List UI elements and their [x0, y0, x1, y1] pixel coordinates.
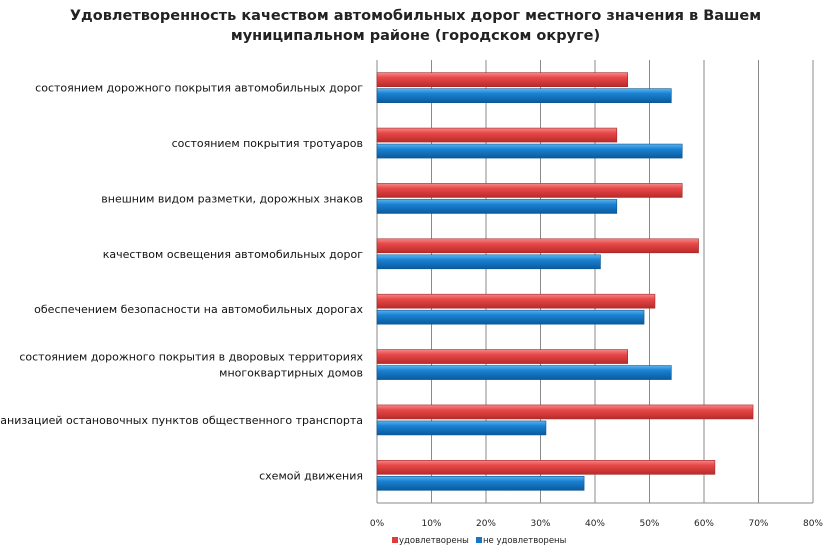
legend-label: удовлетворены: [399, 536, 469, 546]
x-tick-label: 50%: [639, 519, 659, 529]
bar-not-satisfied: [376, 365, 672, 380]
bar-satisfied: [376, 183, 683, 198]
chart-title: Удовлетворенность качеством автомобильны…: [0, 6, 831, 46]
x-tick-label: 0%: [370, 519, 385, 529]
category-label: схемой движения: [259, 469, 363, 482]
category-label: состоянием дорожного покрытия в дворовых…: [19, 351, 363, 364]
bar-not-satisfied: [376, 199, 618, 214]
category-label: внешним видом разметки, дорожных знаков: [101, 192, 363, 205]
x-tick-label: 30%: [530, 519, 550, 529]
category-label: состоянием дорожного покрытия автомобиль…: [35, 82, 363, 95]
bar-not-satisfied: [376, 254, 601, 270]
bar-satisfied: [376, 293, 656, 309]
category-label: организацией остановочных пунктов общест…: [0, 414, 363, 427]
x-tick-label: 60%: [694, 519, 714, 529]
category-label: состоянием покрытия тротуаров: [172, 137, 363, 150]
category-label: обеспечением безопасности на автомобильн…: [34, 303, 363, 316]
chart-title-line-1: Удовлетворенность качеством автомобильны…: [69, 8, 762, 24]
bar-not-satisfied: [376, 476, 585, 491]
x-tick-label: 40%: [585, 519, 605, 529]
bar-not-satisfied: [376, 88, 672, 103]
bar-satisfied: [376, 238, 699, 254]
bar-not-satisfied: [376, 309, 645, 325]
bar-satisfied: [376, 127, 618, 143]
x-tick-label: 70%: [748, 519, 768, 529]
x-tick-label: 20%: [476, 519, 496, 529]
x-tick-label: 80%: [803, 519, 823, 529]
bar-satisfied: [376, 460, 716, 475]
legend-label: не удовлетворены: [483, 536, 566, 546]
bar-satisfied: [376, 349, 628, 364]
bar-not-satisfied: [376, 420, 547, 436]
bar-not-satisfied: [376, 143, 683, 159]
legend-swatch-not-satisfied: [476, 537, 482, 543]
bar-satisfied: [376, 72, 628, 87]
legend-swatch-satisfied: [392, 537, 398, 543]
x-tick-label: 10%: [421, 519, 441, 529]
category-label: качеством освещения автомобильных дорог: [103, 248, 363, 261]
bar-satisfied: [376, 404, 754, 420]
chart-title-line-2: муниципальном районе (городском округе): [230, 28, 601, 44]
category-label: многоквартирных домов: [219, 367, 363, 380]
